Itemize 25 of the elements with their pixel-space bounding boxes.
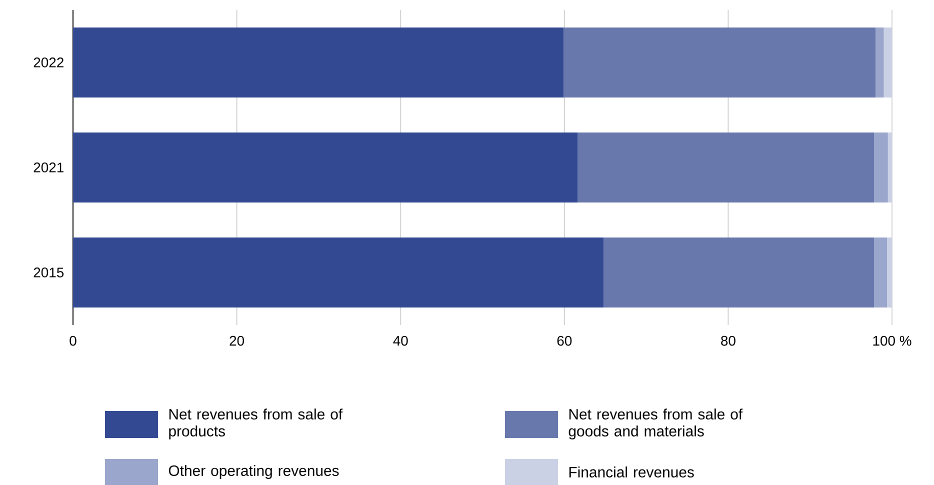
legend-label: Net revenues from sale of goods and materials <box>568 408 743 440</box>
bar <box>887 237 892 308</box>
bar <box>888 132 892 203</box>
x-tick-label: 80 <box>721 336 736 346</box>
bar <box>73 132 578 203</box>
bar <box>73 27 564 98</box>
bar <box>604 237 874 308</box>
y-tick-label: 2022 <box>34 58 64 68</box>
y-tick-label: 2015 <box>34 268 64 278</box>
bar <box>73 237 604 308</box>
bar <box>578 132 874 203</box>
bar <box>564 27 876 98</box>
x-tick-label: 100 % <box>873 336 912 346</box>
bar <box>884 27 892 98</box>
x-tick-label: 0 <box>70 336 76 346</box>
bar <box>874 132 888 203</box>
legend-label: Financial revenues <box>569 466 694 478</box>
x-tick-label: 40 <box>393 336 408 346</box>
legend-label: Net revenues from sale of products <box>169 408 343 440</box>
x-tick-label: 20 <box>230 336 244 346</box>
x-tick-label: 60 <box>557 336 572 346</box>
bar <box>874 237 888 308</box>
y-tick-label: 2021 <box>34 162 64 172</box>
legend-label: Other operating revenues <box>168 465 339 479</box>
bar <box>876 27 884 98</box>
